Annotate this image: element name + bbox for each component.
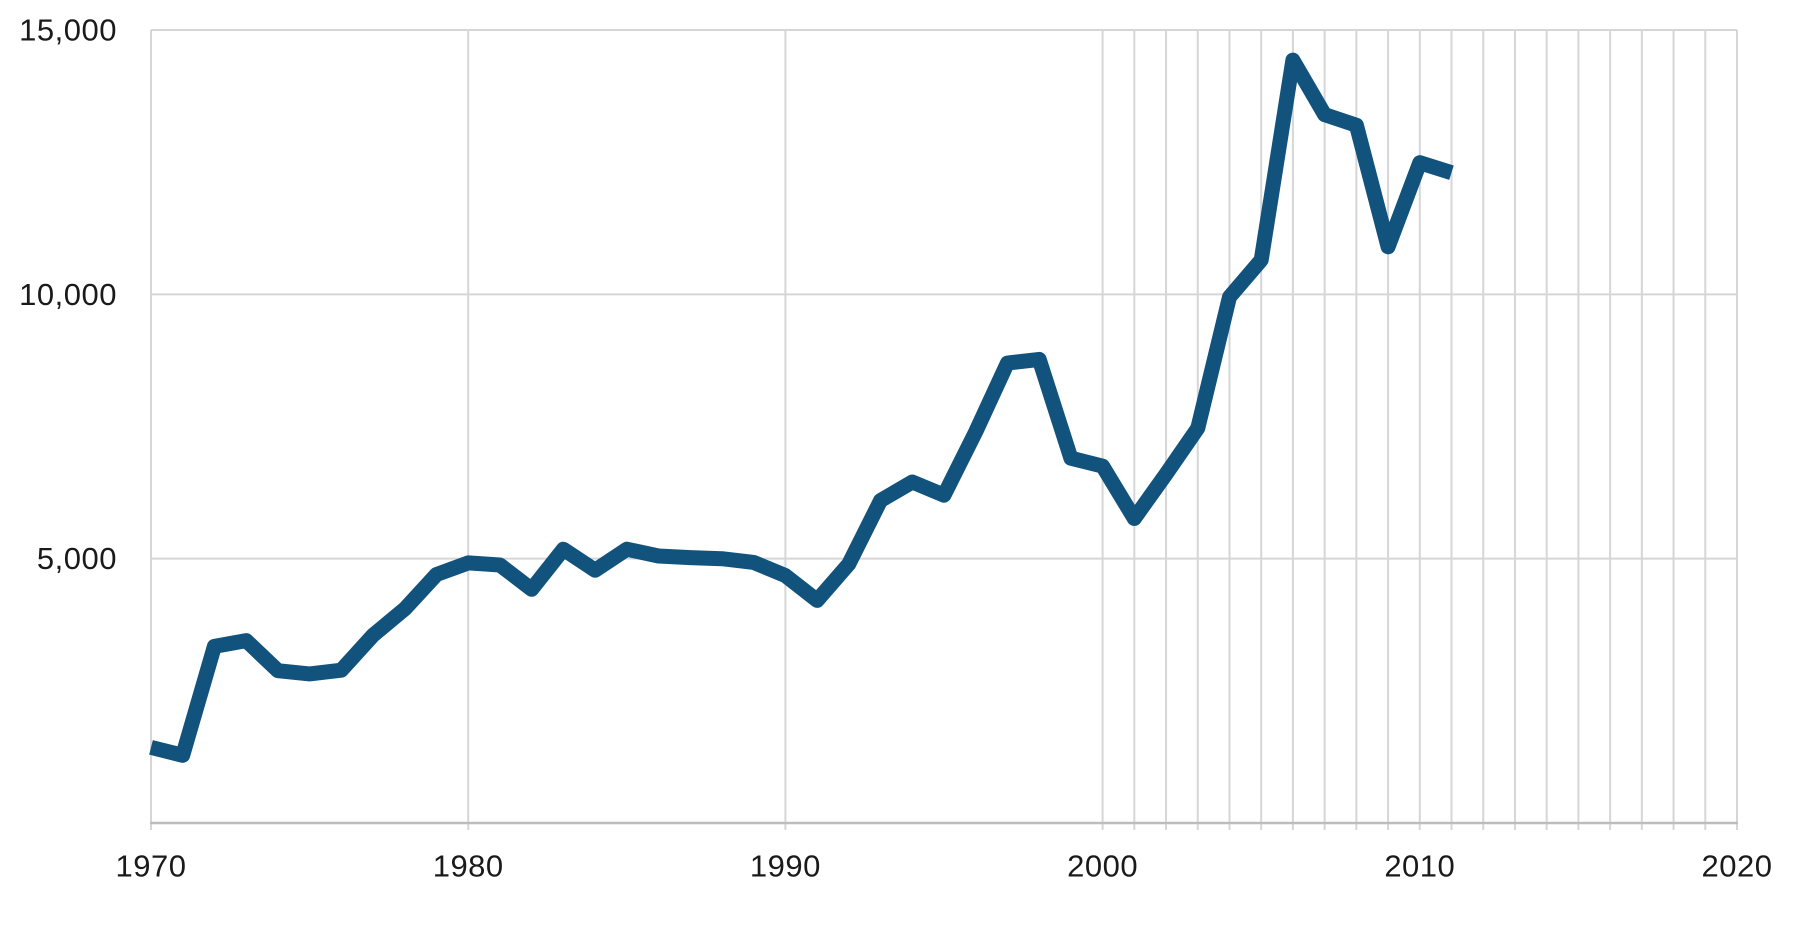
y-tick-label-5000: 5,000 (37, 541, 117, 576)
x-tick-label-2020: 2020 (1702, 849, 1773, 884)
y-tick-label-15000: 15,000 (19, 13, 117, 48)
x-tick-label-2000: 2000 (1067, 849, 1138, 884)
data-series-line (149, 52, 1454, 763)
x-axis-tick-labels: 1970 1980 1990 2000 2010 2020 (116, 849, 1773, 884)
x-tick-label-1980: 1980 (433, 849, 504, 884)
x-tick-label-2010: 2010 (1384, 849, 1455, 884)
y-axis-tick-labels: 5,000 10,000 15,000 (19, 13, 117, 577)
horizontal-gridlines (151, 29, 1737, 560)
x-tick-label-1970: 1970 (116, 849, 187, 884)
major-vertical-gridlines (150, 30, 1738, 830)
y-tick-label-10000: 10,000 (19, 277, 117, 312)
x-tick-label-1990: 1990 (750, 849, 821, 884)
minor-vertical-gridlines (1133, 30, 1707, 830)
